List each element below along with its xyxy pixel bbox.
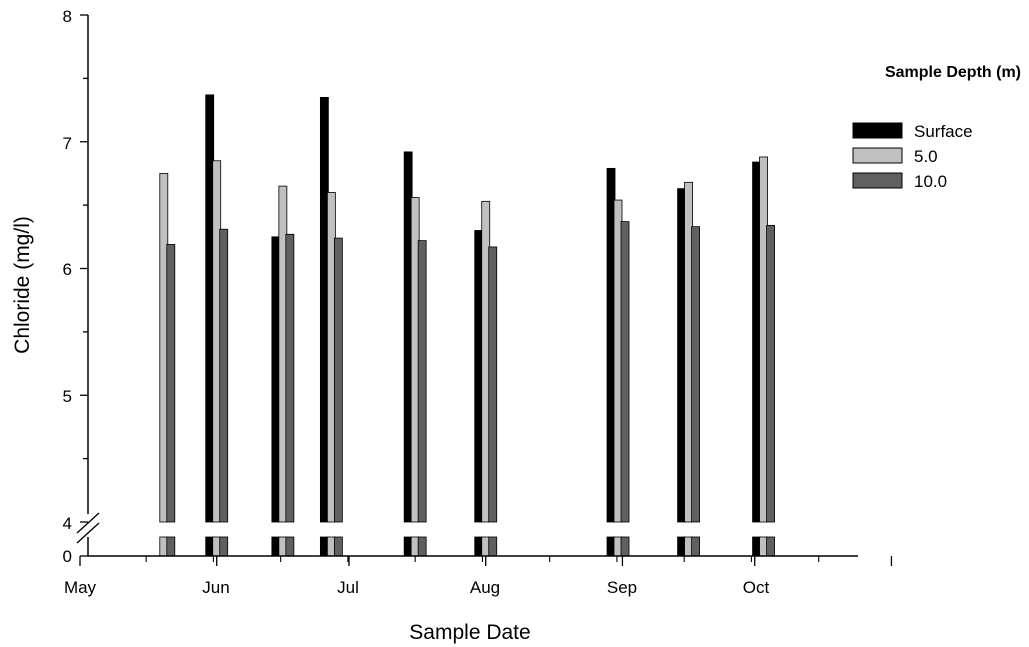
y-tick-label-8: 8 bbox=[63, 7, 72, 26]
legend-swatch-10m bbox=[852, 172, 903, 189]
y-axis-title: Chloride (mg/l) bbox=[11, 216, 34, 354]
x-tick-label-jul: Jul bbox=[337, 578, 359, 597]
legend: Sample Depth (m) Surface 5.0 10.0 bbox=[852, 64, 1021, 191]
bar-10-0-2 bbox=[285, 233, 295, 523]
bar-lower-10-0-5 bbox=[488, 536, 498, 557]
axis-break-mark-upper bbox=[76, 512, 100, 534]
legend-label-10m: 10.0 bbox=[914, 172, 947, 191]
y-tick-label-5: 5 bbox=[63, 387, 72, 406]
y-tick-label-0: 0 bbox=[63, 547, 72, 566]
legend-swatch-surface bbox=[852, 122, 903, 139]
bar-10-0-0 bbox=[166, 244, 176, 523]
bar-lower-10-0-6 bbox=[620, 536, 630, 557]
x-tick-label-may: May bbox=[64, 578, 97, 597]
bar-lower-10-0-1 bbox=[219, 536, 229, 557]
legend-label-surface: Surface bbox=[914, 122, 973, 141]
y-ticks-group bbox=[80, 14, 88, 557]
y-tick-label-6: 6 bbox=[63, 260, 72, 279]
bar-lower-10-0-0 bbox=[166, 536, 176, 557]
bar-lower-10-0-3 bbox=[333, 536, 343, 557]
axes-group bbox=[76, 15, 858, 557]
bar-10-0-7 bbox=[691, 226, 700, 523]
axis-break-mark-lower bbox=[76, 522, 100, 544]
x-tick-label-sep: Sep bbox=[607, 578, 637, 597]
x-tick-label-jun: Jun bbox=[202, 578, 229, 597]
x-tick-label-aug: Aug bbox=[470, 578, 500, 597]
bar-10-0-3 bbox=[333, 237, 343, 523]
legend-label-5m: 5.0 bbox=[914, 147, 938, 166]
bar-10-0-6 bbox=[620, 221, 630, 523]
legend-swatch-5m bbox=[852, 147, 903, 164]
bar-10-0-5 bbox=[488, 246, 498, 523]
bars-group bbox=[159, 94, 775, 557]
y-tick-label-7: 7 bbox=[63, 134, 72, 153]
x-axis-title: Sample Date bbox=[409, 621, 530, 644]
bar-lower-10-0-8 bbox=[766, 536, 775, 557]
y-tick-label-4: 4 bbox=[63, 514, 72, 533]
bar-10-0-8 bbox=[766, 225, 775, 523]
legend-title: Sample Depth (m) bbox=[885, 64, 1021, 81]
bar-10-0-4 bbox=[417, 240, 427, 523]
bar-10-0-1 bbox=[219, 228, 229, 523]
x-ticks-group bbox=[79, 556, 893, 566]
bar-lower-10-0-4 bbox=[417, 536, 427, 557]
x-tick-label-oct: Oct bbox=[743, 578, 770, 597]
bar-lower-10-0-7 bbox=[691, 536, 700, 557]
bar-lower-10-0-2 bbox=[285, 536, 295, 557]
